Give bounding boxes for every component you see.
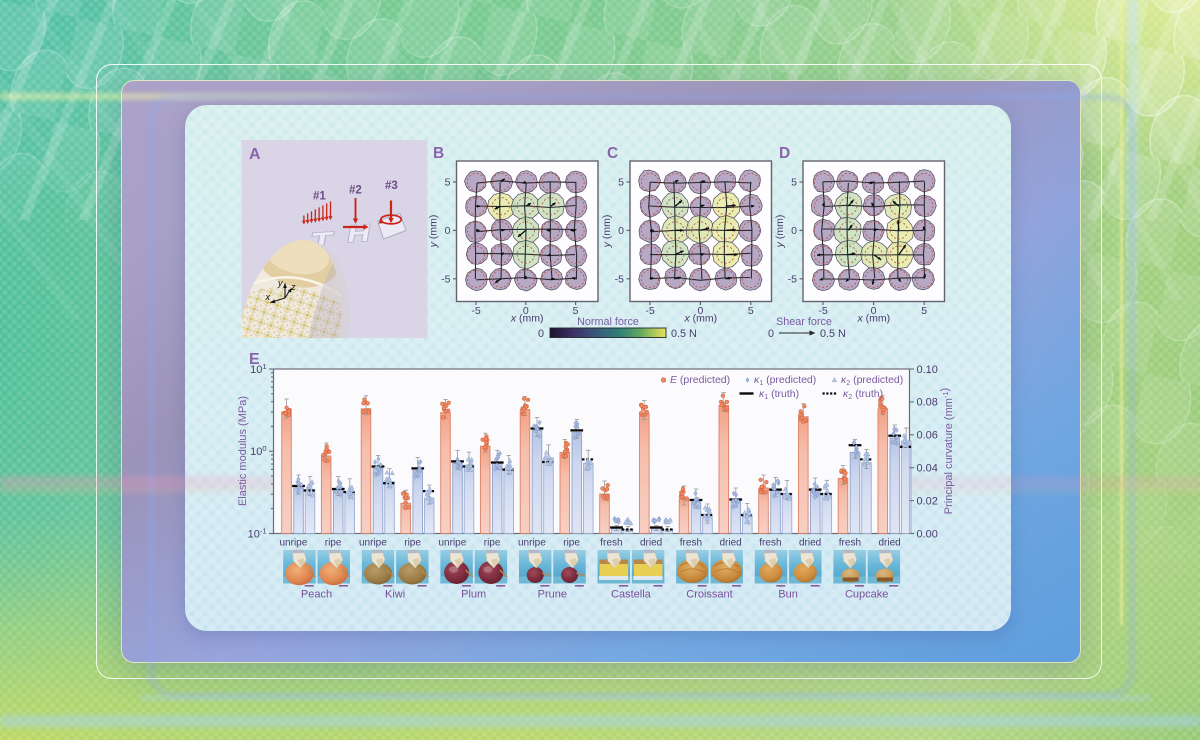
svg-text:ripe: ripe [484,538,501,549]
svg-text:0.5 N: 0.5 N [820,328,846,340]
svg-text:#1: #1 [313,191,326,203]
svg-text:y (mm): y (mm) [601,215,613,249]
svg-text:-5: -5 [441,273,450,285]
svg-text:100: 100 [250,444,266,458]
svg-text:B: B [433,145,444,162]
svg-text:κ2 (predicted): κ2 (predicted) [841,374,903,387]
svg-text:y (mm): y (mm) [428,215,440,249]
svg-text:0.5 N: 0.5 N [671,328,697,340]
svg-text:fresh: fresh [839,538,861,549]
svg-text:Peach: Peach [301,589,332,601]
svg-text:κ1 (predicted): κ1 (predicted) [754,374,816,387]
svg-text:Principal curvature (mm-1): Principal curvature (mm-1) [939,388,955,514]
svg-text:A: A [249,146,261,163]
svg-text:x: x [265,292,271,302]
svg-text:0.10: 0.10 [917,364,938,376]
svg-text:0.08: 0.08 [917,397,938,409]
svg-text:unripe: unripe [359,538,387,549]
svg-text:D: D [779,145,790,162]
svg-text:Plum: Plum [461,589,486,601]
svg-text:5: 5 [921,305,927,317]
svg-text:dried: dried [799,538,821,549]
svg-text:#3: #3 [385,180,398,192]
svg-text:10-1: 10-1 [248,527,267,541]
svg-text:0.00: 0.00 [917,528,938,540]
svg-text:0: 0 [697,305,703,317]
svg-text:-5: -5 [818,305,827,317]
svg-text:dried: dried [719,538,741,549]
svg-text:0: 0 [538,328,544,340]
svg-text:y (mm): y (mm) [774,215,786,249]
svg-text:ripe: ripe [563,538,580,549]
svg-text:unripe: unripe [518,538,546,549]
svg-text:fresh: fresh [759,538,781,549]
svg-text:-5: -5 [615,273,624,285]
svg-text:Bun: Bun [778,589,798,601]
svg-text:E: E [249,351,260,368]
svg-text:101: 101 [250,362,266,376]
svg-text:0.06: 0.06 [917,430,938,442]
svg-text:Elastic modulus (MPa): Elastic modulus (MPa) [237,396,249,506]
svg-text:#2: #2 [349,185,362,197]
svg-text:ripe: ripe [404,538,421,549]
svg-text:-5: -5 [645,305,654,317]
svg-text:0: 0 [523,305,529,317]
svg-text:0: 0 [618,225,624,237]
svg-text:Kiwi: Kiwi [385,589,405,601]
svg-text:5: 5 [748,305,754,317]
svg-text:5: 5 [573,305,579,317]
svg-text:5: 5 [791,177,797,189]
svg-text:Cupcake: Cupcake [845,589,888,601]
svg-text:Castella: Castella [611,589,652,601]
svg-text:C: C [607,145,618,162]
svg-text:x (mm): x (mm) [856,313,890,325]
svg-text:κ2 (truth): κ2 (truth) [843,388,883,401]
svg-text:Normal force: Normal force [577,316,639,328]
svg-text:0.02: 0.02 [917,495,938,507]
svg-text:fresh: fresh [680,538,702,549]
svg-text:-5: -5 [788,273,797,285]
svg-text:-5: -5 [471,305,480,317]
svg-text:z: z [290,282,296,292]
svg-text:5: 5 [445,177,451,189]
svg-text:unripe: unripe [438,538,466,549]
svg-text:0: 0 [791,225,797,237]
svg-text:5: 5 [618,177,624,189]
svg-text:Croissant: Croissant [686,589,732,601]
svg-text:0: 0 [768,328,774,340]
svg-text:x (mm): x (mm) [683,313,717,325]
svg-text:x (mm): x (mm) [510,313,544,325]
svg-text:ripe: ripe [325,538,342,549]
svg-text:fresh: fresh [600,538,622,549]
svg-text:E (predicted): E (predicted) [670,374,730,386]
svg-text:κ1 (truth): κ1 (truth) [759,388,799,401]
svg-text:dried: dried [640,538,662,549]
svg-text:0: 0 [445,225,451,237]
svg-text:Prune: Prune [538,589,567,601]
svg-text:0: 0 [871,305,877,317]
svg-text:unripe: unripe [279,538,307,549]
svg-text:0.04: 0.04 [917,463,938,475]
svg-text:H: H [345,219,372,247]
svg-text:dried: dried [878,538,900,549]
svg-text:Shear force: Shear force [776,316,832,328]
svg-text:y: y [277,278,283,288]
